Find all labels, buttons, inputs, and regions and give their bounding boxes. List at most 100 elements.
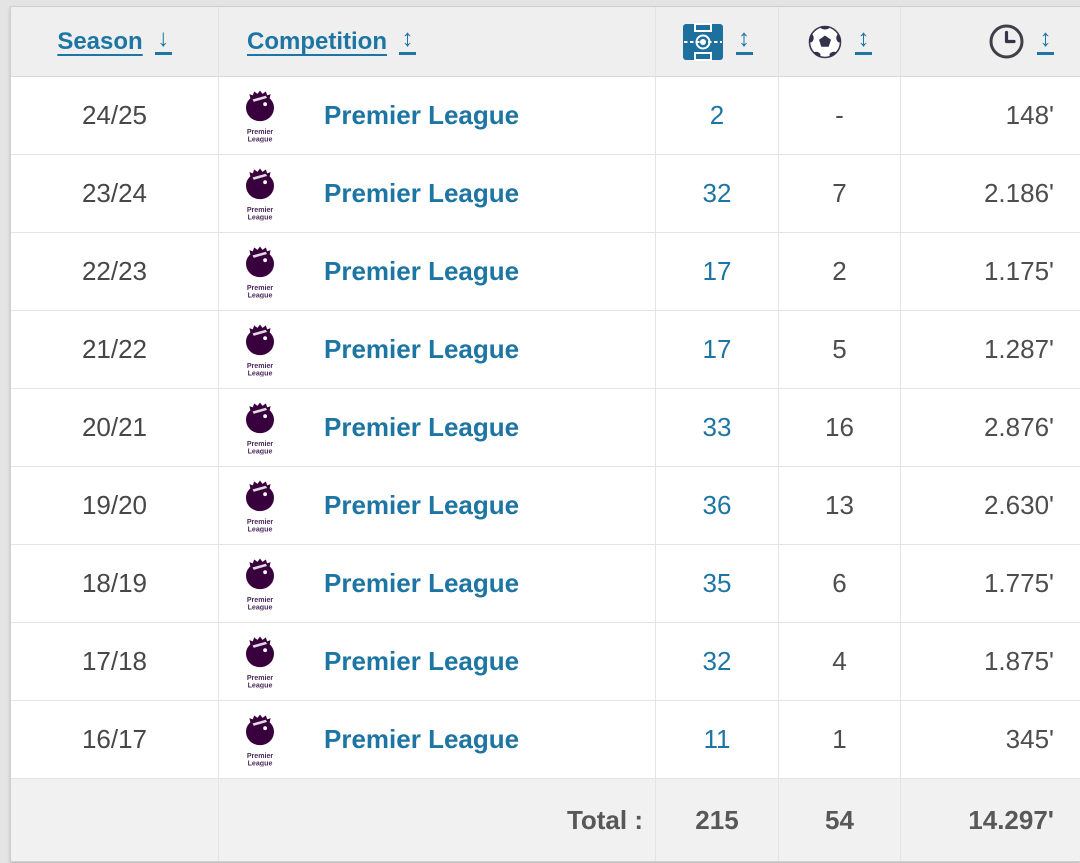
- sort-underline: [1037, 51, 1054, 55]
- minutes-sort-control[interactable]: ↕: [1037, 25, 1054, 55]
- goals-value: 1: [832, 724, 847, 754]
- matches-link[interactable]: 2: [709, 100, 725, 130]
- season-cell: 22/23: [11, 233, 219, 310]
- competition-link[interactable]: Premier League: [324, 490, 520, 520]
- minutes-cell: 2.186': [901, 155, 1080, 232]
- minutes-value: 2.876': [983, 412, 1054, 442]
- competition-link[interactable]: Premier League: [324, 568, 520, 598]
- table-row: 20/21 Premier League 33 16 2.876': [11, 389, 1080, 467]
- matches-link[interactable]: 32: [702, 646, 732, 676]
- premier-league-logo[interactable]: [243, 245, 277, 299]
- premier-league-logo[interactable]: [243, 635, 277, 689]
- matches-link[interactable]: 17: [702, 334, 732, 364]
- season-cell: 24/25: [11, 77, 219, 154]
- sort-arrows-icon: ↕: [401, 25, 414, 53]
- matches-cell: 33: [656, 389, 779, 466]
- matches-sort-control[interactable]: ↕: [735, 25, 753, 55]
- sort-underline: [855, 51, 872, 55]
- competition-sort-control[interactable]: ↕: [398, 25, 416, 55]
- competition-cell: Premier League: [219, 467, 656, 544]
- sort-arrow-down-icon: ↓: [157, 25, 170, 53]
- goals-cell: 13: [779, 467, 901, 544]
- matches-link[interactable]: 17: [702, 256, 732, 286]
- goals-cell: 6: [779, 545, 901, 622]
- total-goals: 54: [779, 779, 901, 861]
- goals-sort-control[interactable]: ↕: [855, 27, 872, 55]
- competition-column-header[interactable]: Competition: [247, 27, 387, 55]
- matches-link[interactable]: 11: [703, 724, 731, 754]
- premier-league-logo[interactable]: [243, 401, 277, 455]
- minutes-cell: 2.876': [901, 389, 1080, 466]
- matches-cell: 36: [656, 467, 779, 544]
- matches-cell: 2: [656, 77, 779, 154]
- sort-underline: [735, 51, 753, 55]
- competition-cell: Premier League: [219, 545, 656, 622]
- competition-link[interactable]: Premier League: [324, 334, 520, 364]
- matches-link[interactable]: 36: [702, 490, 732, 520]
- premier-league-logo[interactable]: [243, 89, 277, 143]
- competition-link[interactable]: Premier League: [324, 724, 520, 754]
- goals-value: 13: [825, 490, 854, 520]
- goals-value: 2: [832, 256, 847, 286]
- goals-value: 5: [832, 334, 847, 364]
- season-cell: 19/20: [11, 467, 219, 544]
- table-row: 23/24 Premier League 32 7 2.186': [11, 155, 1080, 233]
- minutes-value: 1.175': [983, 256, 1054, 286]
- premier-league-logo[interactable]: [243, 713, 277, 767]
- competition-cell: Premier League: [219, 701, 656, 778]
- goals-cell: 2: [779, 233, 901, 310]
- header-minutes-cell[interactable]: ↕: [901, 7, 1080, 76]
- table-row: 16/17 Premier League 11 1 345': [11, 701, 1080, 779]
- matches-cell: 35: [656, 545, 779, 622]
- minutes-cell: 1.175': [901, 233, 1080, 310]
- sort-arrows-icon: ↕: [738, 25, 750, 53]
- matches-link[interactable]: 33: [702, 412, 732, 442]
- competition-link[interactable]: Premier League: [324, 646, 520, 676]
- competition-link[interactable]: Premier League: [324, 256, 520, 286]
- competition-cell: Premier League: [219, 155, 656, 232]
- total-row: Total : 215 54 14.297': [11, 779, 1080, 861]
- season-cell: 21/22: [11, 311, 219, 388]
- season-cell: 18/19: [11, 545, 219, 622]
- matches-link[interactable]: 32: [702, 178, 732, 208]
- competition-link[interactable]: Premier League: [324, 178, 520, 208]
- sort-arrows-icon: ↕: [1039, 25, 1052, 53]
- goals-value: 4: [832, 646, 847, 676]
- season-column-header[interactable]: Season: [57, 27, 143, 55]
- season-sort-control[interactable]: ↓: [154, 25, 172, 55]
- minutes-value: 1.875': [983, 646, 1054, 676]
- minutes-cell: 345': [901, 701, 1080, 778]
- total-label: Total :: [219, 779, 656, 861]
- goals-cell: 4: [779, 623, 901, 700]
- matches-cell: 32: [656, 155, 779, 232]
- season-cell: 20/21: [11, 389, 219, 466]
- table-row: 17/18 Premier League 32 4 1.875': [11, 623, 1080, 701]
- goals-cell: 5: [779, 311, 901, 388]
- minutes-cell: 1.775': [901, 545, 1080, 622]
- table-row: 24/25 Premier League 2 - 148': [11, 77, 1080, 155]
- goals-cell: 1: [779, 701, 901, 778]
- minutes-cell: 1.287': [901, 311, 1080, 388]
- competition-link[interactable]: Premier League: [324, 100, 520, 130]
- total-empty-season-cell: [11, 779, 219, 861]
- competition-link[interactable]: Premier League: [324, 412, 520, 442]
- premier-league-logo[interactable]: [243, 167, 277, 221]
- player-season-stats-table: Season ↓ Competition ↕ ↕: [10, 6, 1080, 862]
- header-matches-cell[interactable]: ↕: [656, 7, 779, 76]
- matches-link[interactable]: 35: [702, 568, 732, 598]
- minutes-value: 2.630': [983, 490, 1054, 520]
- header-season-cell[interactable]: Season ↓: [11, 7, 219, 76]
- premier-league-logo[interactable]: [243, 479, 277, 533]
- table-row: 18/19 Premier League 35 6 1.775': [11, 545, 1080, 623]
- total-minutes: 14.297': [968, 804, 1054, 835]
- premier-league-logo[interactable]: [243, 557, 277, 611]
- pitch-icon: [682, 22, 723, 61]
- competition-cell: Premier League: [219, 389, 656, 466]
- premier-league-logo[interactable]: [243, 323, 277, 377]
- sort-underline: [398, 51, 416, 55]
- table-row: 21/22 Premier League 17 5 1.287': [11, 311, 1080, 389]
- season-cell: 17/18: [11, 623, 219, 700]
- header-competition-cell[interactable]: Competition ↕: [219, 7, 656, 76]
- header-goals-cell[interactable]: ↕: [779, 7, 901, 76]
- total-matches: 215: [656, 779, 779, 861]
